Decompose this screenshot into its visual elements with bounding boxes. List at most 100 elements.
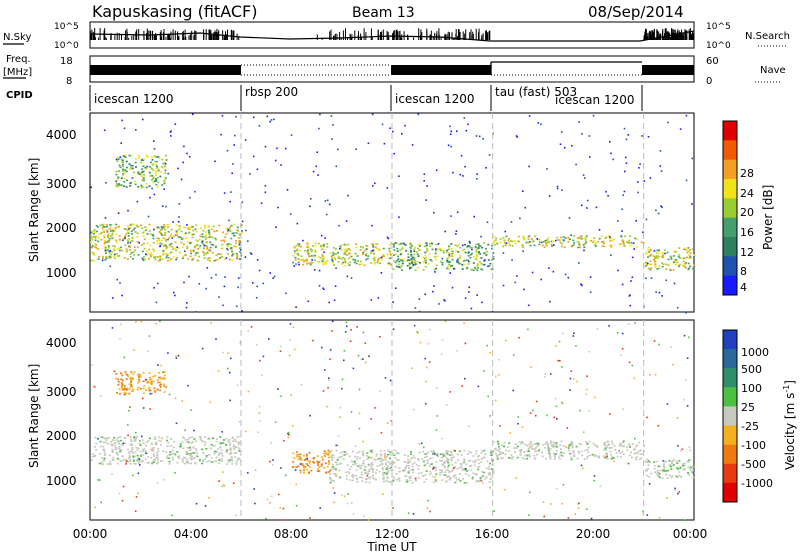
echo-cell [687, 268, 690, 271]
echo-cell [673, 250, 676, 253]
power-cbar-tick-16: 16 [740, 226, 754, 239]
echo-cell [198, 238, 201, 241]
echo-cell [146, 350, 149, 352]
echo-cell [167, 226, 170, 228]
echo-cell [165, 257, 168, 259]
echo-cell [592, 240, 595, 242]
echo-cell [184, 429, 186, 432]
echo-cell [424, 456, 426, 459]
echo-cell [300, 245, 302, 248]
echo-cell [159, 259, 162, 261]
echo-cell [265, 517, 267, 520]
echo-cell [276, 147, 278, 150]
echo-cell [165, 239, 167, 242]
echo-cell [649, 254, 652, 257]
echo-cell [228, 230, 231, 233]
echo-cell [578, 244, 581, 246]
echo-cell [401, 262, 404, 265]
echo-cell [91, 251, 94, 253]
echo-cell [237, 286, 239, 289]
echo-cell [629, 235, 632, 237]
echo-cell [684, 379, 687, 381]
echo-cell [332, 254, 335, 256]
power-cbar-tick-24: 24 [740, 187, 754, 200]
velocity-cbar-label-end: ] [783, 380, 797, 385]
echo-cell [661, 206, 663, 209]
echo-cell [358, 464, 361, 467]
echo-cell [296, 455, 299, 458]
echo-cell [229, 247, 232, 250]
echo-cell [670, 258, 673, 260]
echo-cell [166, 455, 169, 457]
echo-cell [528, 514, 530, 516]
echo-cell [180, 230, 183, 233]
echo-cell [302, 468, 305, 471]
echo-cell [381, 253, 384, 256]
echo-cell [201, 241, 204, 244]
echo-cell [308, 471, 310, 474]
echo-cell [102, 460, 105, 462]
echo-cell [228, 459, 231, 461]
echo-cell [220, 443, 223, 445]
echo-cell [477, 247, 480, 249]
echo-cell [212, 225, 215, 228]
echo-cell [91, 364, 94, 366]
echo-cell [385, 456, 388, 458]
echo-cell [519, 452, 522, 454]
echo-cell [341, 249, 344, 251]
echo-cell [109, 225, 112, 228]
echo-cell [368, 355, 370, 358]
echo-cell [168, 393, 171, 396]
echo-cell [468, 450, 471, 453]
echo-cell [111, 251, 114, 253]
echo-cell [306, 251, 309, 253]
echo-cell [206, 461, 209, 463]
echo-cell [171, 237, 174, 239]
echo-cell [280, 345, 282, 348]
echo-cell [365, 455, 368, 457]
echo-cell [301, 258, 304, 261]
echo-cell [556, 185, 559, 188]
echo-cell [502, 236, 505, 239]
echo-cell [189, 250, 192, 253]
echo-cell [621, 451, 624, 453]
echo-cell [526, 444, 529, 447]
echo-cell [433, 453, 436, 455]
echo-cell [471, 478, 474, 480]
echo-cell [426, 366, 428, 369]
echo-cell [299, 457, 302, 460]
echo-cell [332, 454, 335, 456]
echo-cell [146, 155, 149, 158]
echo-cell [255, 344, 258, 346]
echo-cell [143, 238, 146, 240]
echo-cell [322, 390, 325, 392]
echo-cell [239, 435, 242, 438]
echo-cell [573, 454, 576, 456]
echo-cell [184, 226, 187, 229]
echo-cell [450, 145, 452, 148]
echo-cell [673, 259, 676, 261]
echo-cell [458, 257, 461, 259]
echo-cell [425, 380, 427, 383]
echo-cell [612, 457, 615, 459]
echo-cell [472, 460, 475, 463]
echo-cell [480, 235, 482, 238]
echo-cell [238, 450, 241, 452]
echo-cell [368, 481, 371, 484]
echo-cell [304, 250, 307, 252]
echo-cell [682, 260, 685, 263]
echo-cell [417, 465, 420, 467]
echo-cell [96, 226, 99, 228]
echo-cell [683, 334, 686, 337]
echo-cell [589, 291, 592, 294]
echo-cell [121, 160, 124, 163]
echo-cell [317, 256, 320, 258]
echo-cell [188, 449, 191, 452]
echo-cell [545, 441, 548, 443]
echo-cell [149, 175, 152, 177]
echo-cell [116, 452, 118, 455]
echo-cell [126, 225, 129, 227]
echo-cell [181, 400, 184, 402]
echo-cell [183, 145, 185, 148]
echo-cell [459, 480, 462, 482]
